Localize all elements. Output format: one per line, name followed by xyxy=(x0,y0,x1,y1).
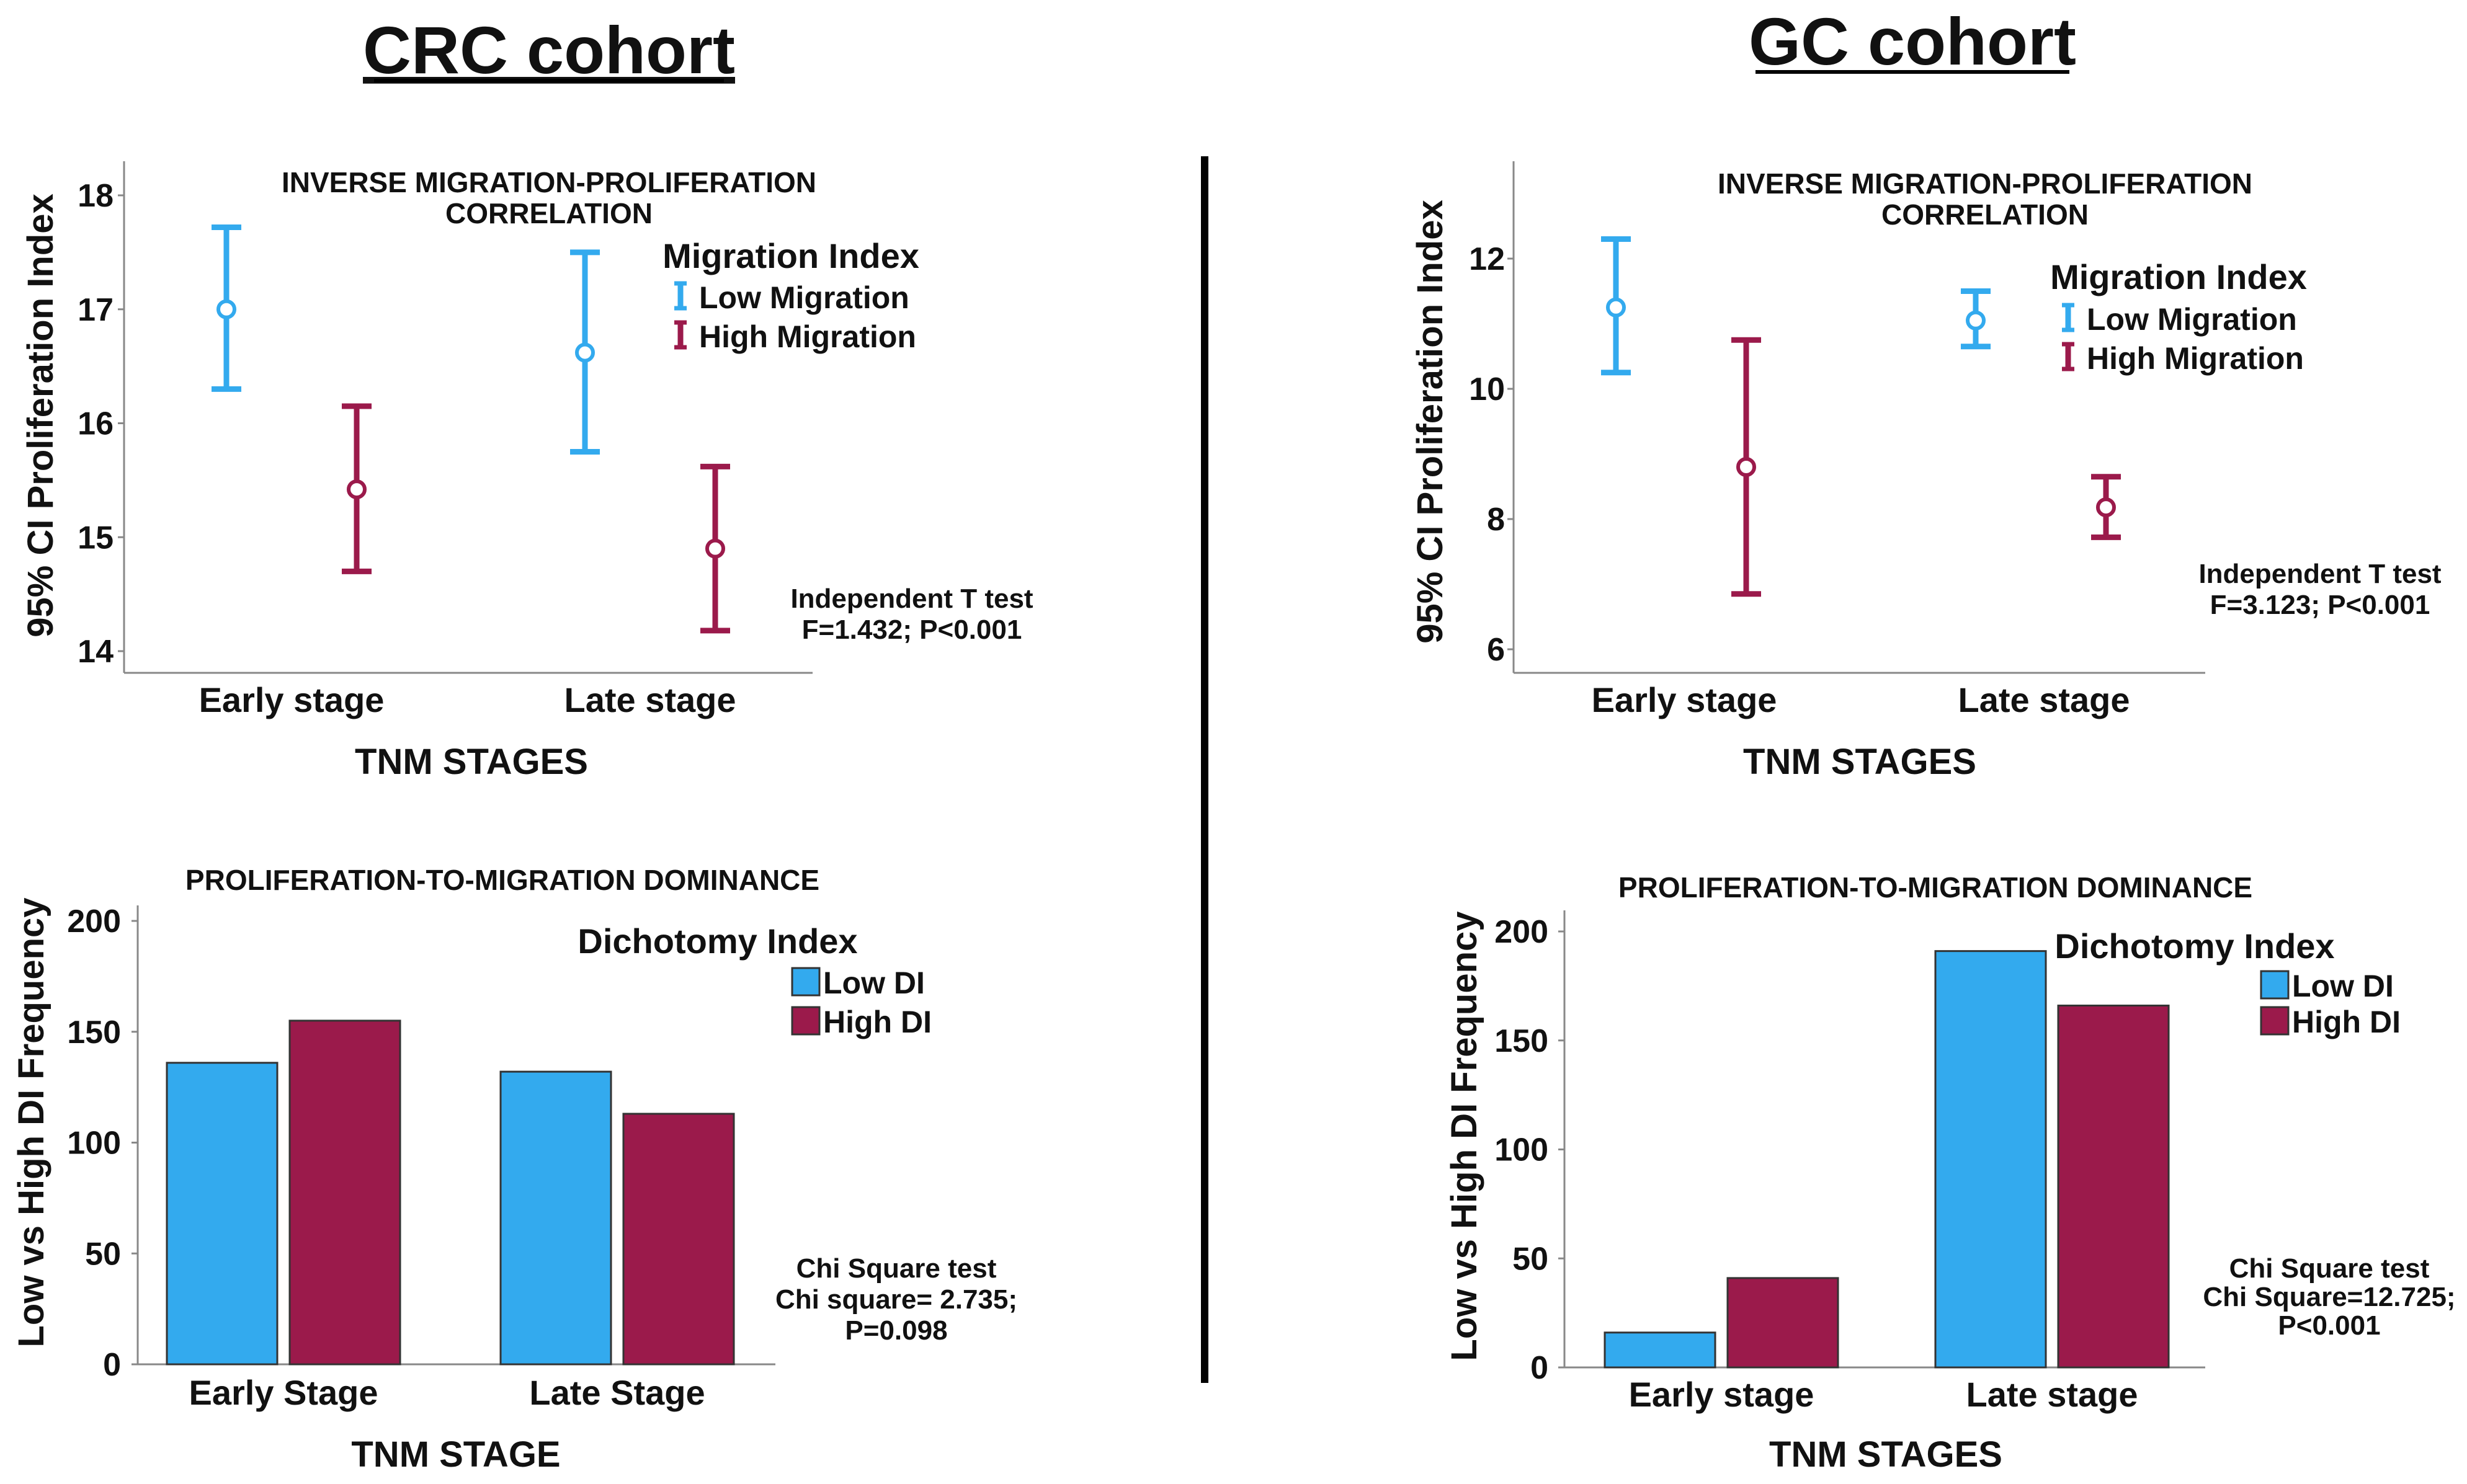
gc_bar-bar xyxy=(2057,1005,2170,1369)
gc_bar-stats-text: Chi Square test xyxy=(2229,1253,2430,1284)
crc_error-y-axis-title: 95% CI Proliferation Index xyxy=(20,193,61,638)
crc_bar-category-label: Late Stage xyxy=(529,1373,705,1412)
crc_error-category-label: Late stage xyxy=(564,680,736,719)
crc_bar-y-tick-label: 50 xyxy=(85,1236,121,1272)
crc_error-y-tick-label: 17 xyxy=(78,292,114,328)
gc_bar-y-tick-label: 0 xyxy=(1530,1350,1548,1386)
gc_error-stats-text: Independent T test xyxy=(2198,559,2441,589)
crc_bar-legend-swatch xyxy=(791,1006,821,1036)
crc_bar-bar xyxy=(288,1020,401,1366)
crc_error-stats-text: F=1.432; P<0.001 xyxy=(802,615,1022,645)
crc_bar-bar xyxy=(622,1113,735,1366)
crc_bar-category-label: Early Stage xyxy=(189,1373,378,1412)
gc_error-y-tick-label: 10 xyxy=(1469,371,1505,407)
gc_error-mean-point xyxy=(1736,457,1756,477)
crc_error-legend-label: Low Migration xyxy=(699,280,909,315)
crc-bar-chart: 0 50 100 150 200 Early Stage Late Stage TNM STA… xyxy=(11,864,1017,1475)
crc_error-y-tick-label: 15 xyxy=(78,520,114,556)
crc_bar-y-tick-label: 0 xyxy=(103,1347,121,1383)
gc_error-legend-label: High Migration xyxy=(2087,341,2304,376)
gc_bar-stats-text: P<0.001 xyxy=(2278,1310,2380,1341)
gc_error-chart-title: INVERSE MIGRATION-PROLIFERATION xyxy=(1718,167,2252,200)
crc_bar-bar xyxy=(166,1062,279,1366)
crc_bar-stats-text: P=0.098 xyxy=(845,1315,947,1346)
gc_error-category-label: Early stage xyxy=(1592,680,1777,719)
crc_bar-legend-label: Low DI xyxy=(823,966,925,1000)
crc_error-category-label: Early stage xyxy=(199,680,385,719)
gc_error-legend-label: Low Migration xyxy=(2087,302,2297,337)
gc_bar-bar xyxy=(1604,1331,1716,1369)
gc_bar-y-tick-label: 50 xyxy=(1512,1241,1548,1277)
crc-cohort-title: CRC cohort xyxy=(363,12,735,87)
crc_bar-y-axis-title: Low vs High DI Frequency xyxy=(11,897,51,1347)
crc_bar-stats-text: Chi Square test xyxy=(796,1253,997,1284)
gc_bar-y-tick-label: 200 xyxy=(1494,914,1548,950)
gc_error-stats-text: F=3.123; P<0.001 xyxy=(2210,590,2430,620)
gc_bar-bar xyxy=(1934,950,2047,1369)
crc_error-mean-point xyxy=(705,538,725,559)
gc_bar-bar xyxy=(1726,1277,1839,1369)
crc_error-chart-title: INVERSE MIGRATION-PROLIFERATION xyxy=(282,166,816,198)
crc_bar-chart-title: PROLIFERATION-TO-MIGRATION DOMINANCE xyxy=(185,864,819,896)
crc_error-mean-point xyxy=(347,479,367,500)
crc_error-stats-text: Independent T test xyxy=(790,584,1033,614)
crc_bar-legend-label: High DI xyxy=(823,1005,932,1039)
gc_bar-y-tick-label: 150 xyxy=(1494,1023,1548,1059)
crc_error-x-axis-title: TNM STAGES xyxy=(355,742,588,782)
gc_error-x-axis-title: TNM STAGES xyxy=(1743,742,1976,782)
crc_bar-legend-swatch xyxy=(791,967,821,997)
gc_bar-chart-title: PROLIFERATION-TO-MIGRATION DOMINANCE xyxy=(1618,871,2252,904)
gc_error-y-axis-title: 95% CI Proliferation Index xyxy=(1410,200,1450,644)
crc-errorbar-chart: 14 15 16 17 18 Early stage Late stage TNM STAGE… xyxy=(20,161,1033,782)
gc_bar-legend-label: High DI xyxy=(2292,1005,2401,1039)
crc_bar-y-tick-label: 100 xyxy=(67,1126,121,1162)
gc_error-category-label: Late stage xyxy=(1958,680,2130,719)
gc_bar-category-label: Late stage xyxy=(1966,1375,2138,1414)
crc_bar-stats-text: Chi square= 2.735; xyxy=(775,1284,1017,1315)
gc_bar-y-tick-label: 100 xyxy=(1494,1132,1548,1168)
gc_bar-x-axis-title: TNM STAGES xyxy=(1769,1434,2002,1475)
crc_bar-x-axis-title: TNM STAGE xyxy=(351,1434,560,1475)
gc_bar-legend-swatch xyxy=(2260,970,2290,1000)
gc_error-y-tick-label: 8 xyxy=(1487,502,1505,538)
gc_error-chart-title: CORRELATION xyxy=(1881,198,2089,231)
crc_error-legend-title: Migration Index xyxy=(662,236,919,275)
crc_bar-bar xyxy=(499,1070,612,1366)
gc_error-legend-title: Migration Index xyxy=(2050,257,2307,296)
crc_error-chart-title: CORRELATION xyxy=(445,197,653,229)
gc_error-y-tick-label: 12 xyxy=(1469,241,1505,277)
gc_error-mean-point xyxy=(1966,310,1986,331)
gc_bar-legend-label: Low DI xyxy=(2292,969,2394,1003)
gc_error-mean-point xyxy=(2096,497,2116,518)
crc_error-y-tick-label: 14 xyxy=(78,634,114,670)
crc_error-mean-point xyxy=(575,342,595,363)
gc_bar-legend-swatch xyxy=(2260,1006,2290,1036)
crc_error-legend-label: High Migration xyxy=(699,319,916,354)
gc_bar-category-label: Early stage xyxy=(1629,1375,1814,1414)
crc_error-y-tick-label: 16 xyxy=(78,406,114,442)
gc_error-y-tick-label: 6 xyxy=(1487,632,1505,668)
crc_error-mean-point xyxy=(216,299,236,319)
crc_error-y-tick-label: 18 xyxy=(78,178,114,214)
gc_error-mean-point xyxy=(1606,297,1626,318)
gc_bar-y-axis-title: Low vs High DI Frequency xyxy=(1444,911,1484,1361)
crc_bar-y-tick-label: 150 xyxy=(67,1015,121,1051)
gc_bar-legend-title: Dichotomy Index xyxy=(2054,926,2334,966)
gc-cohort-title: GC cohort xyxy=(1749,4,2076,79)
gc-bar-chart: 0 50 100 150 200 Early stage Late stage TNM STA… xyxy=(1444,871,2456,1475)
crc_bar-legend-title: Dichotomy Index xyxy=(578,922,857,961)
gc_bar-stats-text: Chi Square=12.725; xyxy=(2203,1282,2455,1312)
gc-errorbar-chart: 6 8 10 12 Early stage Late stage TNM STAGES 95%… xyxy=(1410,161,2442,782)
crc_bar-y-tick-label: 200 xyxy=(67,904,121,940)
